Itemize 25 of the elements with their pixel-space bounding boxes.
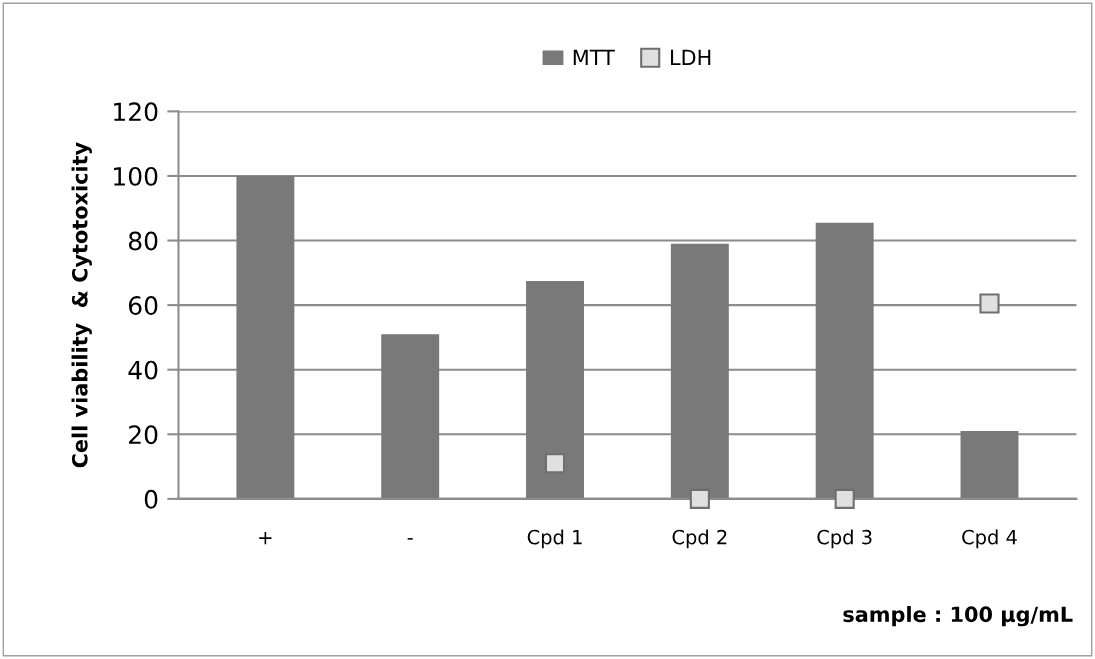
y-tick-label: 60 bbox=[128, 296, 158, 315]
y-tick-label: 20 bbox=[129, 425, 158, 445]
y-tick-label: 0 bbox=[144, 489, 158, 509]
point bbox=[834, 488, 855, 509]
y-tick-label: 120 bbox=[114, 102, 158, 122]
y-axis-title: Cell viability & Cytotoxicity bbox=[71, 142, 92, 468]
x-tick-label: Cpd 2 bbox=[672, 529, 727, 549]
x-tick-label: + bbox=[259, 532, 272, 545]
x-tick-label: Cpd 1 bbox=[527, 529, 582, 549]
x-tick-label: Cpd 3 bbox=[817, 529, 872, 549]
bar bbox=[526, 280, 584, 499]
legend-label: MTT bbox=[573, 49, 615, 66]
point bbox=[979, 293, 1000, 314]
y-tick-label: 80 bbox=[128, 231, 158, 251]
x-axis-title: sample : 100 μg/mL bbox=[843, 606, 1073, 627]
y-tick-label: 40 bbox=[128, 360, 158, 380]
point bbox=[689, 488, 710, 509]
bar bbox=[236, 175, 295, 499]
point bbox=[544, 453, 566, 474]
x-tick-label: - bbox=[407, 538, 413, 540]
y-tick-label: 100 bbox=[114, 166, 158, 186]
bar bbox=[381, 334, 440, 499]
bar bbox=[960, 431, 1019, 499]
legend-label: LDH bbox=[671, 49, 711, 66]
x-tick-label: Cpd 4 bbox=[962, 529, 1017, 549]
